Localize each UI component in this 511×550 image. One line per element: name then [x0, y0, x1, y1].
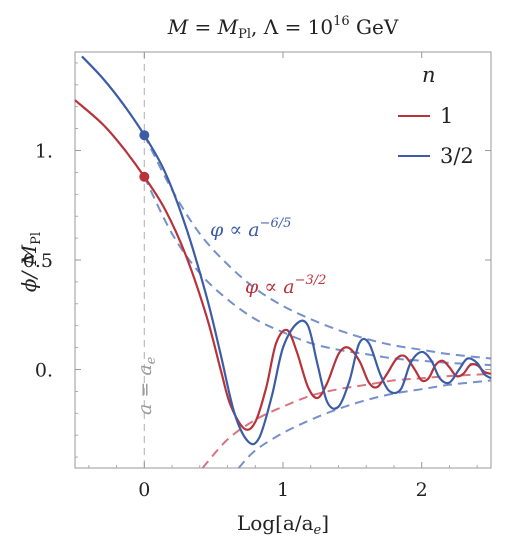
x-axis-label-text: Log[a/a	[237, 511, 314, 535]
chart-title: M = MPl, Λ = 1016 GeV	[167, 14, 399, 42]
y-axis-label: ϕ/ MPl	[17, 232, 44, 292]
y-axis-label-sub: Pl	[29, 232, 44, 245]
annotation-n1-exp: −3/2	[295, 273, 327, 288]
legend: n 1 3/2	[398, 63, 474, 168]
annotation-n32-text: φ ∝ a	[210, 219, 260, 241]
y-tick-label: 1.	[35, 141, 53, 163]
legend-label-n32: 3/2	[440, 144, 474, 168]
x-axis-label: Log[a/ae]	[237, 511, 329, 538]
title-rhs-sub: Pl	[238, 27, 251, 42]
title-lhs: M	[167, 15, 189, 39]
series-layer	[74, 55, 492, 446]
series-line-n1	[74, 99, 492, 431]
y-tick-label: 0.5	[23, 250, 53, 272]
y-tick-label: 0.	[35, 359, 53, 381]
envelope-layer	[143, 134, 492, 469]
vline-label-text: a = a	[134, 364, 156, 415]
x-tick-label: 2	[416, 479, 428, 501]
x-tick-label: 1	[277, 479, 289, 501]
x-axis-label-sub: e	[314, 523, 322, 538]
series-line-n32	[81, 55, 492, 446]
x-tick-label: 0	[138, 479, 150, 501]
envelope-line-5	[237, 379, 492, 469]
annotation-n1: φ ∝ a−3/2	[245, 273, 326, 298]
marker-n32	[139, 130, 150, 141]
envelope-line-3	[201, 372, 492, 469]
ticks-layer: 0 1 2 0. 0.5 1.	[23, 52, 491, 501]
annotation-n1-text: φ ∝ a	[245, 276, 295, 298]
vline-label-sub: e	[144, 356, 159, 364]
title-mid: , Λ = 10	[251, 15, 333, 39]
title-exp: 16	[333, 14, 350, 29]
marker-n1	[139, 171, 150, 182]
envelope-line-4	[143, 134, 492, 360]
annotation-n32: φ ∝ a−6/5	[210, 216, 291, 241]
vline-label: a = ae	[134, 356, 159, 415]
legend-label-n1: 1	[440, 104, 453, 128]
envelope-line-2	[143, 176, 492, 367]
annotation-n32-exp: −6/5	[260, 216, 292, 231]
title-unit: GeV	[350, 15, 399, 39]
legend-title: n	[422, 63, 436, 87]
marker-layer	[139, 130, 150, 182]
x-axis-label-close: ]	[321, 511, 329, 535]
y-axis-label-text: ϕ/ M	[17, 244, 41, 292]
title-eq: =	[188, 15, 217, 39]
title-rhs: M	[217, 15, 239, 39]
